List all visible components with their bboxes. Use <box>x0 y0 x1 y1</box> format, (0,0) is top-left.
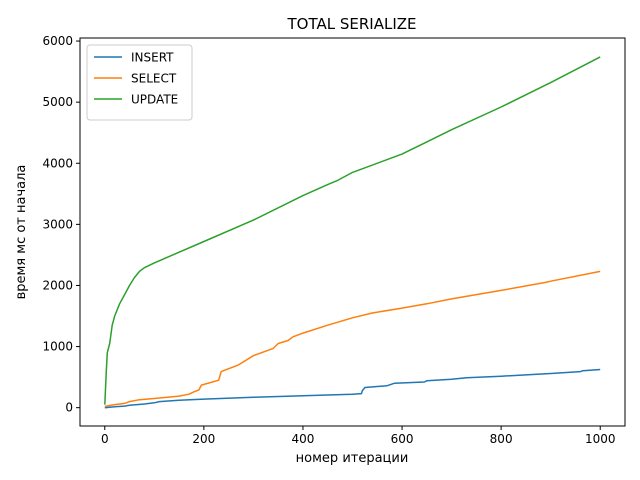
x-tick-label: 600 <box>391 432 414 446</box>
x-axis-label: номер итерации <box>296 451 409 466</box>
chart-title: TOTAL SERIALIZE <box>287 15 417 33</box>
x-tick-label: 1000 <box>585 432 616 446</box>
x-tick-label: 0 <box>101 432 109 446</box>
x-tick-label: 200 <box>192 432 215 446</box>
legend-box <box>86 44 193 121</box>
y-tick-label: 2000 <box>42 278 73 292</box>
x-axis-ticks: 0 200 400 600 800 1000 <box>101 426 616 446</box>
y-tick-label: 1000 <box>42 340 73 354</box>
x-tick-label: 400 <box>292 432 315 446</box>
series-line-update <box>104 56 601 405</box>
plot-lines <box>104 56 601 409</box>
series-line-insert <box>104 368 601 409</box>
y-tick-label: 5000 <box>42 95 73 109</box>
y-axis-label: время мс от начала <box>14 165 29 300</box>
legend: INSERT SELECT UPDATE <box>86 44 193 121</box>
plot-area-frame <box>79 37 626 427</box>
x-tick-label: 800 <box>490 432 513 446</box>
y-tick-label: 3000 <box>42 217 73 231</box>
y-axis-ticks: 0 1000 2000 3000 4000 5000 6000 <box>42 34 80 415</box>
legend-label-insert: INSERT <box>131 51 174 65</box>
legend-label-update: UPDATE <box>131 93 178 107</box>
series-line-select <box>104 270 601 408</box>
y-tick-label: 6000 <box>42 34 73 48</box>
y-tick-label: 0 <box>65 401 73 415</box>
legend-label-select: SELECT <box>131 72 177 86</box>
y-tick-label: 4000 <box>42 156 73 170</box>
